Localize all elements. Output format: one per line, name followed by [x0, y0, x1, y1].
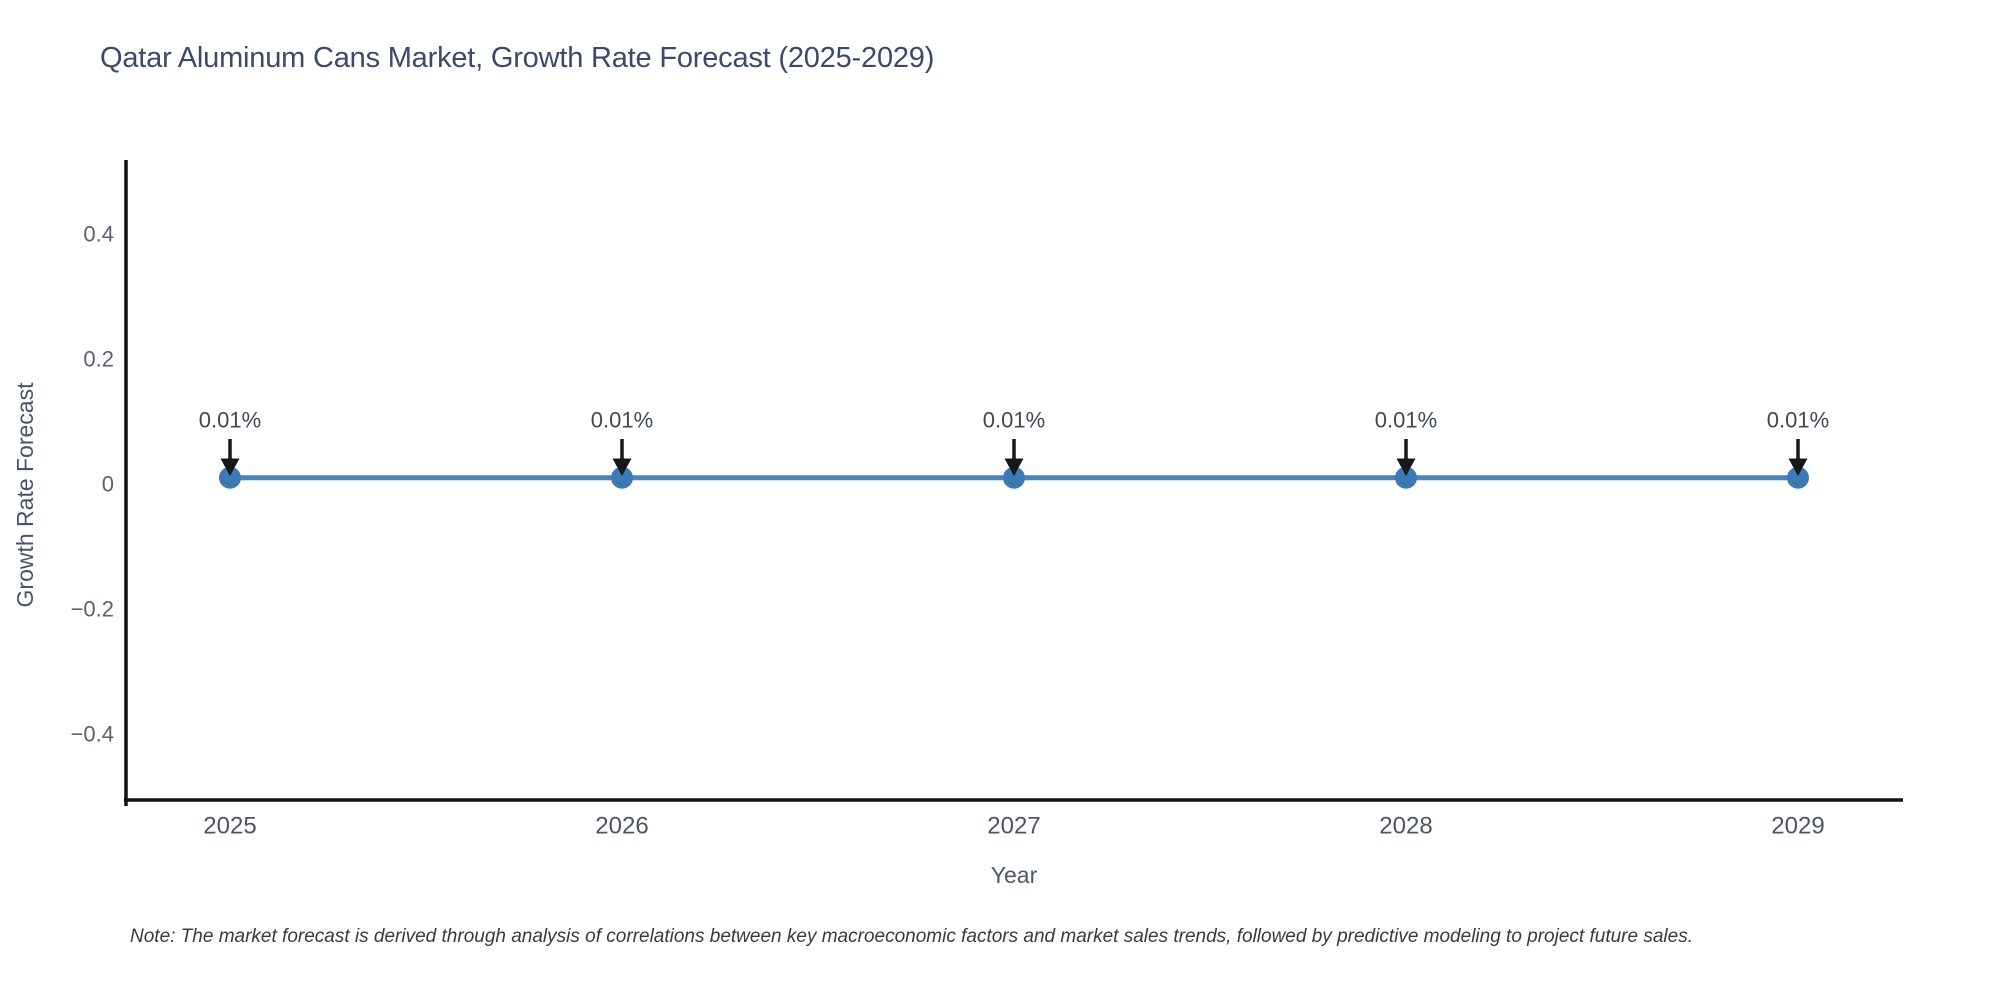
x-tick-label: 2028 — [1379, 813, 1432, 840]
x-axis-title: Year — [990, 862, 1038, 888]
annotation-arrow-head — [612, 458, 632, 476]
point-value-label: 0.01% — [1375, 408, 1437, 433]
y-tick-label: −0.2 — [71, 597, 114, 622]
annotation-arrow-head — [1004, 458, 1024, 476]
y-tick-label: −0.4 — [71, 722, 114, 747]
point-value-label: 0.01% — [1767, 408, 1829, 433]
y-tick-label: 0.2 — [83, 347, 114, 372]
x-tick-label: 2026 — [595, 813, 648, 840]
annotation-arrow-head — [1396, 458, 1416, 476]
y-tick-label: 0.4 — [83, 222, 114, 247]
data-point-2025 — [219, 466, 241, 489]
x-tick-label: 2029 — [1771, 813, 1824, 840]
x-tick-label: 2025 — [203, 813, 256, 840]
x-tick-label: 2027 — [987, 813, 1040, 840]
data-point-2029 — [1787, 466, 1809, 489]
point-value-label: 0.01% — [591, 408, 653, 433]
point-value-label: 0.01% — [199, 408, 261, 433]
chart-title: Qatar Aluminum Cans Market, Growth Rate … — [100, 42, 935, 74]
point-value-label: 0.01% — [983, 408, 1045, 433]
data-point-2028 — [1395, 466, 1417, 489]
annotation-arrow-head — [1788, 458, 1808, 476]
footnote: Note: The market forecast is derived thr… — [130, 926, 1693, 947]
y-tick-label: 0 — [102, 472, 114, 497]
y-axis-title: Growth Rate Forecast — [12, 382, 38, 608]
data-point-2026 — [611, 466, 633, 489]
data-point-2027 — [1003, 466, 1025, 489]
annotation-arrow-head — [220, 458, 240, 476]
